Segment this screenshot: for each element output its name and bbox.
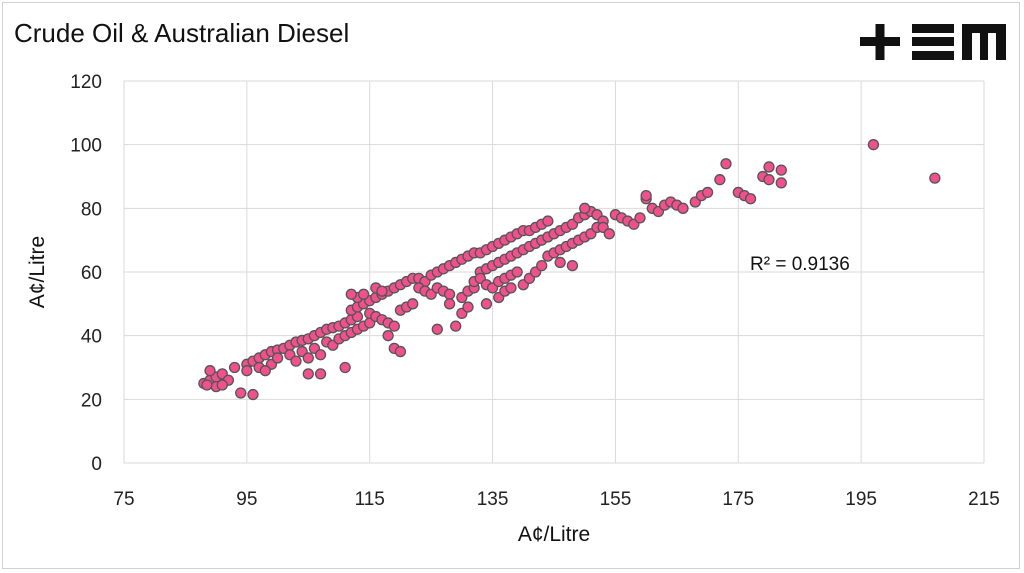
scatter-point — [443, 288, 456, 300]
y-tick-label: 60 — [81, 263, 102, 284]
scatter-point — [241, 365, 253, 377]
r-squared-annotation: R² = 0.9136 — [750, 254, 850, 275]
scatter-point — [579, 202, 591, 214]
y-tick-label: 80 — [81, 199, 102, 220]
scatter-point — [271, 352, 284, 364]
x-tick-label: 115 — [355, 489, 385, 510]
scatter-point — [235, 387, 247, 399]
y-tick-label: 100 — [70, 136, 102, 157]
scatter-point — [867, 139, 880, 151]
scatter-point — [376, 285, 388, 297]
x-tick-label: 75 — [113, 489, 134, 510]
scatter-point — [505, 282, 517, 294]
scatter-point — [640, 189, 652, 202]
scatter-point — [259, 365, 271, 377]
scatter-point — [388, 320, 400, 332]
scatter-point — [228, 361, 241, 374]
scatter-point — [216, 379, 228, 391]
scatter-point — [775, 164, 787, 176]
scatter-point — [744, 193, 757, 205]
scatter-point — [382, 330, 394, 342]
y-tick-label: 20 — [81, 390, 102, 411]
scatter-point — [720, 158, 732, 170]
x-tick-label: 135 — [477, 489, 509, 510]
scatter-point — [763, 174, 775, 186]
y-tick-label: 40 — [81, 327, 102, 348]
y-tick-label: 0 — [91, 454, 102, 475]
scatter-point — [536, 259, 548, 272]
x-axis-title: A¢/Litre — [518, 523, 590, 546]
x-tick-label: 175 — [722, 489, 754, 510]
y-axis-title: A¢/Litre — [26, 236, 49, 308]
gridlines — [123, 80, 985, 464]
chart-title: Crude Oil & Australian Diesel — [14, 18, 350, 48]
scatter-point — [462, 301, 474, 313]
x-tick-label: 155 — [600, 489, 632, 510]
scatter-point — [204, 365, 216, 377]
scatter-point — [394, 345, 407, 358]
scatter-point — [511, 266, 523, 278]
scatter-point — [443, 298, 456, 310]
x-tick-label: 215 — [968, 489, 1000, 510]
scatter-point — [775, 177, 787, 189]
scatter-point — [431, 323, 443, 335]
scatter-point — [677, 202, 689, 214]
scatter-point — [929, 172, 941, 184]
scatter-point — [714, 174, 726, 186]
scatter-point — [247, 388, 259, 401]
scatter-point — [554, 256, 566, 269]
scatter-point — [290, 355, 302, 367]
tick-labels: 0 20 40 60 80 100 120 75 95 115 135 155 175 195 215 — [70, 72, 1000, 510]
scatter-point — [542, 215, 554, 227]
tem-logo-icon — [860, 24, 1006, 60]
scatter-point — [314, 368, 327, 380]
scatter-point — [357, 288, 370, 300]
scatter-point — [302, 368, 314, 380]
scatter-point — [345, 288, 357, 300]
scatter-point — [566, 259, 579, 272]
scatter-point — [480, 298, 493, 310]
scatter-point — [450, 320, 462, 332]
scatter-point — [634, 212, 646, 224]
scatter-point — [201, 379, 213, 391]
x-tick-label: 95 — [236, 489, 257, 510]
scatter-point — [302, 352, 314, 364]
scatter-point — [407, 298, 419, 310]
x-tick-label: 195 — [845, 489, 877, 510]
scatter-point — [763, 161, 775, 173]
scatter-point — [603, 228, 615, 240]
scatter-point — [701, 186, 714, 199]
scatter-point — [339, 361, 351, 374]
data-points — [198, 139, 941, 401]
scatter-point — [314, 349, 327, 361]
y-tick-label: 120 — [70, 72, 102, 93]
